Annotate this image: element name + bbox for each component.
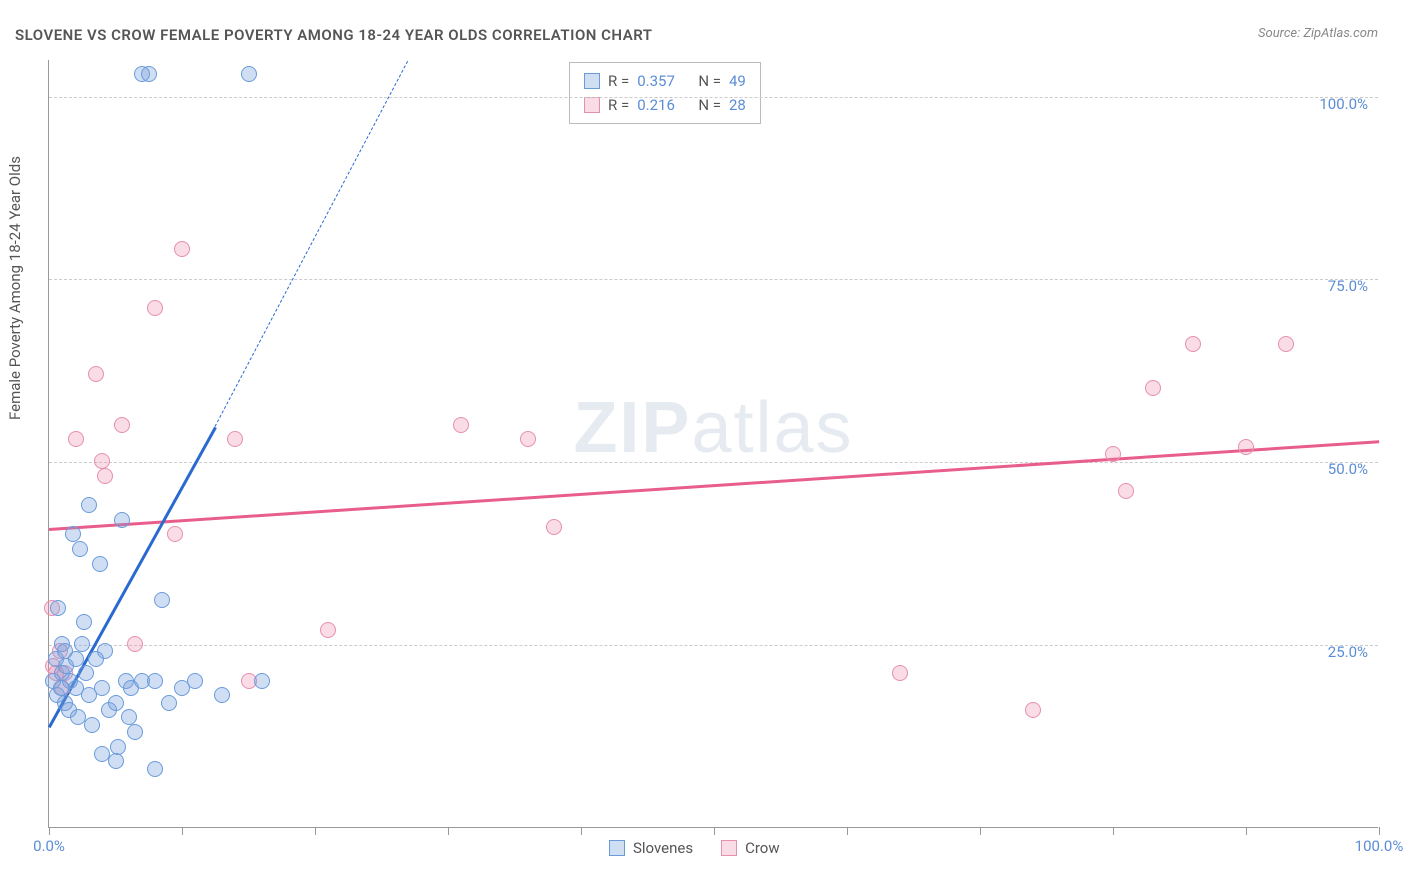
point-crow bbox=[1118, 483, 1134, 499]
point-slovenes bbox=[68, 651, 84, 667]
watermark-atlas: atlas bbox=[691, 388, 853, 468]
r-value-slovenes: 0.357 bbox=[637, 69, 675, 93]
y-tick-label: 25.0% bbox=[1328, 643, 1368, 661]
point-slovenes bbox=[92, 556, 108, 572]
x-tick bbox=[714, 827, 715, 835]
point-slovenes bbox=[241, 66, 257, 82]
swatch-slovenes-bottom bbox=[609, 840, 625, 856]
swatch-crow bbox=[584, 97, 600, 113]
point-slovenes bbox=[121, 709, 137, 725]
point-slovenes bbox=[81, 497, 97, 513]
point-slovenes bbox=[108, 753, 124, 769]
x-tick bbox=[1246, 827, 1247, 835]
point-slovenes bbox=[74, 636, 90, 652]
series-legend: Slovenes Crow bbox=[609, 839, 780, 857]
swatch-crow-bottom bbox=[721, 840, 737, 856]
point-slovenes bbox=[161, 695, 177, 711]
gridline-h bbox=[49, 97, 1378, 98]
watermark-zip: ZIP bbox=[573, 388, 691, 468]
point-slovenes bbox=[114, 512, 130, 528]
x-tick bbox=[1379, 827, 1380, 835]
x-tick bbox=[581, 827, 582, 835]
point-crow bbox=[167, 526, 183, 542]
point-crow bbox=[1238, 439, 1254, 455]
point-crow bbox=[227, 431, 243, 447]
x-tick bbox=[315, 827, 316, 835]
point-slovenes bbox=[108, 695, 124, 711]
trendline-slovenes-dash bbox=[215, 60, 409, 426]
point-crow bbox=[94, 453, 110, 469]
point-slovenes bbox=[110, 739, 126, 755]
point-crow bbox=[147, 300, 163, 316]
point-crow bbox=[453, 417, 469, 433]
point-slovenes bbox=[72, 541, 88, 557]
n-label: N = bbox=[698, 69, 721, 93]
point-crow bbox=[88, 366, 104, 382]
plot-area: ZIPatlas R = 0.357 N = 49 R = 0.216 N = … bbox=[48, 60, 1378, 828]
source-name: ZipAtlas.com bbox=[1303, 26, 1378, 41]
x-tick bbox=[448, 827, 449, 835]
watermark: ZIPatlas bbox=[573, 387, 853, 469]
point-slovenes bbox=[147, 673, 163, 689]
x-tick bbox=[182, 827, 183, 835]
y-tick-label: 50.0% bbox=[1328, 460, 1368, 478]
swatch-slovenes bbox=[584, 73, 600, 89]
point-slovenes bbox=[214, 687, 230, 703]
point-crow bbox=[1145, 380, 1161, 396]
x-tick bbox=[49, 827, 50, 835]
point-crow bbox=[114, 417, 130, 433]
legend-item-slovenes: Slovenes bbox=[609, 839, 693, 857]
source-prefix: Source: bbox=[1258, 26, 1303, 41]
point-crow bbox=[127, 636, 143, 652]
point-slovenes bbox=[94, 680, 110, 696]
point-slovenes bbox=[254, 673, 270, 689]
point-crow bbox=[97, 468, 113, 484]
point-crow bbox=[520, 431, 536, 447]
point-crow bbox=[546, 519, 562, 535]
point-slovenes bbox=[65, 526, 81, 542]
point-slovenes bbox=[187, 673, 203, 689]
point-crow bbox=[1278, 336, 1294, 352]
x-tick bbox=[1113, 827, 1114, 835]
point-crow bbox=[174, 241, 190, 257]
point-crow bbox=[68, 431, 84, 447]
x-tick-label: 0.0% bbox=[33, 837, 65, 855]
point-slovenes bbox=[78, 665, 94, 681]
x-tick bbox=[980, 827, 981, 835]
point-crow bbox=[1105, 446, 1121, 462]
point-slovenes bbox=[84, 717, 100, 733]
point-crow bbox=[320, 622, 336, 638]
gridline-h bbox=[49, 462, 1378, 463]
gridline-h bbox=[49, 279, 1378, 280]
legend-item-crow: Crow bbox=[721, 839, 780, 857]
point-slovenes bbox=[76, 614, 92, 630]
legend-label-slovenes: Slovenes bbox=[633, 839, 693, 857]
point-crow bbox=[1025, 702, 1041, 718]
gridline-h bbox=[49, 645, 1378, 646]
point-slovenes bbox=[127, 724, 143, 740]
point-crow bbox=[1185, 336, 1201, 352]
x-tick bbox=[847, 827, 848, 835]
chart-title: SLOVENE VS CROW FEMALE POVERTY AMONG 18-… bbox=[15, 26, 652, 44]
point-slovenes bbox=[154, 592, 170, 608]
n-value-slovenes: 49 bbox=[729, 69, 746, 93]
y-tick-label: 75.0% bbox=[1328, 277, 1368, 295]
trendline-crow bbox=[49, 440, 1379, 530]
y-tick-label: 100.0% bbox=[1319, 95, 1368, 113]
point-slovenes bbox=[97, 643, 113, 659]
source-attribution: Source: ZipAtlas.com bbox=[1258, 26, 1378, 41]
point-slovenes bbox=[50, 600, 66, 616]
r-label: R = bbox=[608, 69, 629, 93]
y-axis-label: Female Poverty Among 18-24 Year Olds bbox=[6, 156, 24, 420]
legend-label-crow: Crow bbox=[745, 839, 780, 857]
point-slovenes bbox=[147, 761, 163, 777]
correlation-legend: R = 0.357 N = 49 R = 0.216 N = 28 bbox=[569, 62, 761, 124]
point-crow bbox=[892, 665, 908, 681]
x-tick-label: 100.0% bbox=[1355, 837, 1404, 855]
legend-row-slovenes: R = 0.357 N = 49 bbox=[584, 69, 746, 93]
point-slovenes bbox=[141, 66, 157, 82]
